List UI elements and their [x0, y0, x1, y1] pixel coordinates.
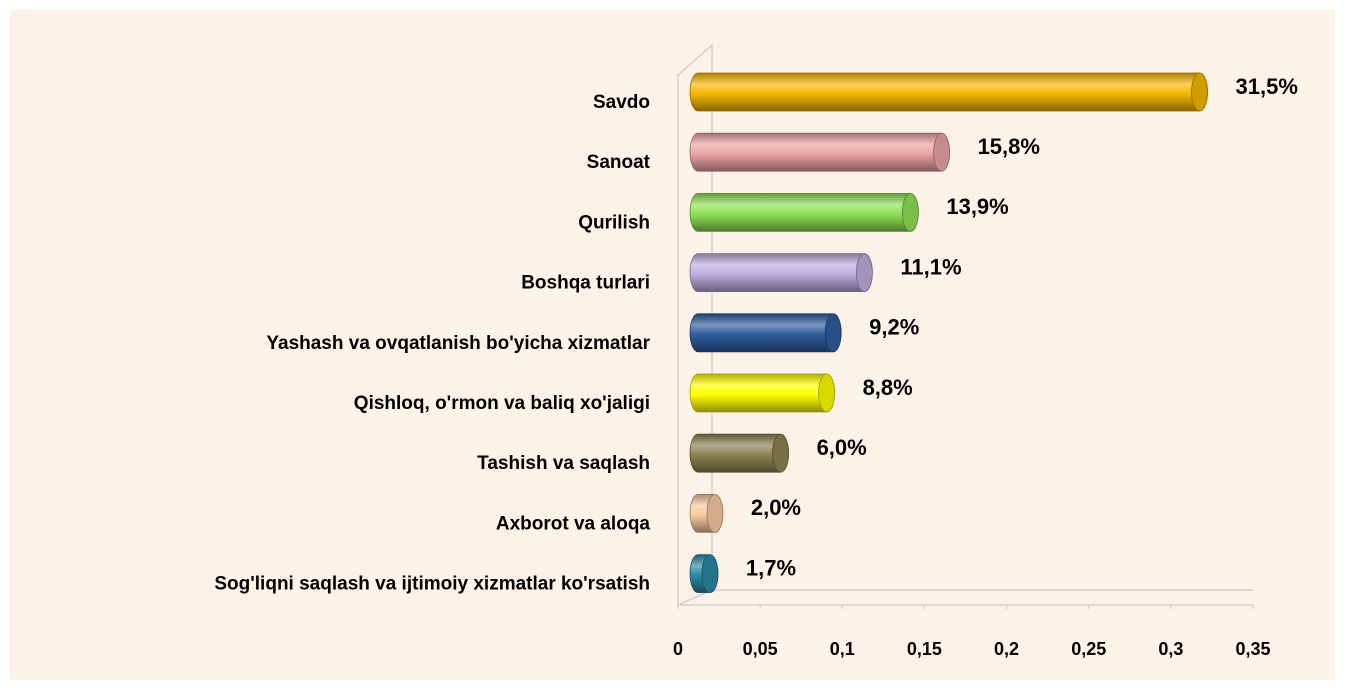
bar-cap [933, 132, 950, 172]
category-label: Axborot va aloqa [496, 513, 651, 534]
value-label: 1,7% [746, 555, 796, 580]
bar-cap [855, 253, 873, 293]
chart-background [10, 10, 1335, 680]
value-label: 15,8% [978, 134, 1040, 159]
value-label: 31,5% [1236, 74, 1298, 99]
bar [689, 373, 835, 413]
category-label: Qurilish [578, 212, 650, 233]
value-label: 13,9% [946, 194, 1008, 219]
x-tick-label: 0,1 [830, 639, 855, 659]
category-label: Sanoat [587, 152, 651, 173]
category-label: Sog'liqni saqlash va ijtimoiy xizmatlar … [214, 574, 650, 595]
bar [689, 193, 919, 232]
value-label: 6,0% [817, 435, 867, 460]
category-label: Savdo [593, 92, 650, 113]
category-label: Qishloq, o'rmon va baliq xo'jaligi [354, 393, 650, 414]
bar-cap [818, 373, 835, 413]
category-label: Boshqa turlari [521, 273, 650, 294]
bar [689, 253, 873, 292]
category-label: Yashash va ovqatlanish bo'yicha xizmatla… [266, 333, 650, 354]
value-label: 9,2% [869, 315, 919, 340]
bar-cap [901, 192, 919, 232]
x-tick-label: 0,25 [1071, 639, 1106, 659]
x-tick-label: 0,05 [743, 639, 778, 659]
value-label: 2,0% [751, 495, 801, 520]
value-label: 8,8% [863, 375, 913, 400]
bar-cap [701, 554, 719, 593]
bar-cap [706, 494, 724, 533]
x-tick-label: 0,3 [1158, 639, 1183, 659]
x-tick-label: 0,15 [907, 639, 942, 659]
bar [689, 72, 1208, 112]
bar-cap [772, 433, 789, 473]
x-tick-label: 0 [673, 639, 683, 659]
bar [689, 313, 842, 353]
x-tick-label: 0,2 [994, 639, 1019, 659]
category-label: Tashish va saqlash [477, 453, 650, 474]
bar [689, 132, 950, 172]
bar-cap [824, 313, 842, 353]
bar-cap [1191, 72, 1208, 112]
x-tick-label: 0,35 [1235, 639, 1270, 659]
value-label: 11,1% [900, 254, 961, 279]
